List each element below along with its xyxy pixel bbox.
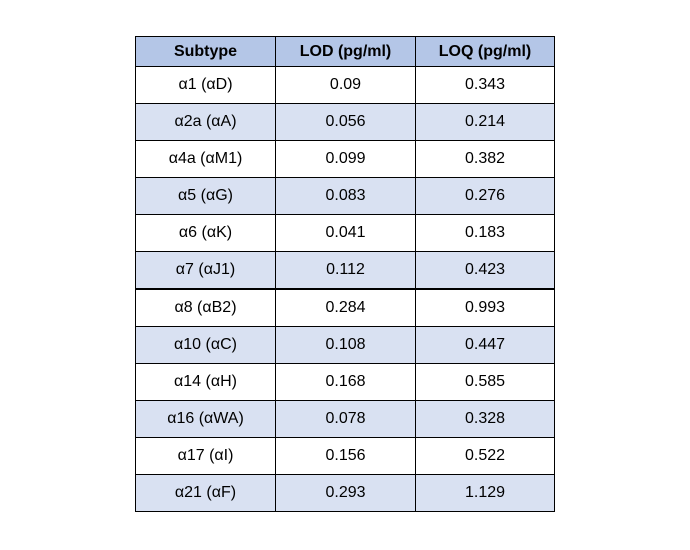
header-loq: LOQ (pg/ml) — [415, 36, 555, 67]
cell-subtype: α4a (αM1) — [135, 140, 276, 178]
cell-lod: 0.041 — [275, 214, 416, 252]
table-row: α4a (αM1) 0.099 0.382 — [135, 140, 555, 178]
cell-subtype: α1 (αD) — [135, 66, 276, 104]
cell-loq: 0.276 — [415, 177, 555, 215]
cell-lod: 0.056 — [275, 103, 416, 141]
cell-lod: 0.083 — [275, 177, 416, 215]
cell-lod: 0.156 — [275, 437, 416, 475]
cell-loq: 0.214 — [415, 103, 555, 141]
cell-subtype: α6 (αK) — [135, 214, 276, 252]
table-row: α21 (αF) 0.293 1.129 — [135, 474, 555, 512]
cell-subtype: α16 (αWA) — [135, 400, 276, 438]
cell-loq: 0.343 — [415, 66, 555, 104]
lod-loq-table: Subtype LOD (pg/ml) LOQ (pg/ml) α1 (αD) … — [135, 36, 555, 512]
cell-subtype: α21 (αF) — [135, 474, 276, 512]
header-subtype: Subtype — [135, 36, 276, 67]
table-row: α5 (αG) 0.083 0.276 — [135, 177, 555, 215]
table-row: α8 (αB2) 0.284 0.993 — [135, 288, 555, 327]
cell-subtype: α17 (αI) — [135, 437, 276, 475]
cell-subtype: α14 (αH) — [135, 363, 276, 401]
cell-subtype: α5 (αG) — [135, 177, 276, 215]
cell-subtype: α7 (αJ1) — [135, 251, 276, 290]
table-row: α10 (αC) 0.108 0.447 — [135, 326, 555, 364]
cell-subtype: α10 (αC) — [135, 326, 276, 364]
cell-lod: 0.099 — [275, 140, 416, 178]
table-row: α16 (αWA) 0.078 0.328 — [135, 400, 555, 438]
cell-loq: 0.423 — [415, 251, 555, 290]
cell-loq: 0.328 — [415, 400, 555, 438]
cell-loq: 1.129 — [415, 474, 555, 512]
cell-lod: 0.112 — [275, 251, 416, 290]
cell-lod: 0.09 — [275, 66, 416, 104]
table-row: α6 (αK) 0.041 0.183 — [135, 214, 555, 252]
header-row: Subtype LOD (pg/ml) LOQ (pg/ml) — [135, 36, 555, 67]
header-lod: LOD (pg/ml) — [275, 36, 416, 67]
table-row: α2a (αA) 0.056 0.214 — [135, 103, 555, 141]
cell-loq: 0.447 — [415, 326, 555, 364]
table-row: α1 (αD) 0.09 0.343 — [135, 66, 555, 104]
table-row: α7 (αJ1) 0.112 0.423 — [135, 251, 555, 290]
cell-loq: 0.183 — [415, 214, 555, 252]
cell-loq: 0.585 — [415, 363, 555, 401]
cell-loq: 0.522 — [415, 437, 555, 475]
cell-lod: 0.168 — [275, 363, 416, 401]
cell-lod: 0.078 — [275, 400, 416, 438]
cell-lod: 0.108 — [275, 326, 416, 364]
cell-lod: 0.284 — [275, 288, 416, 327]
table-row: α14 (αH) 0.168 0.585 — [135, 363, 555, 401]
cell-subtype: α2a (αA) — [135, 103, 276, 141]
cell-loq: 0.382 — [415, 140, 555, 178]
data-table-container: Subtype LOD (pg/ml) LOQ (pg/ml) α1 (αD) … — [135, 36, 555, 512]
cell-lod: 0.293 — [275, 474, 416, 512]
cell-loq: 0.993 — [415, 288, 555, 327]
cell-subtype: α8 (αB2) — [135, 288, 276, 327]
table-row: α17 (αI) 0.156 0.522 — [135, 437, 555, 475]
